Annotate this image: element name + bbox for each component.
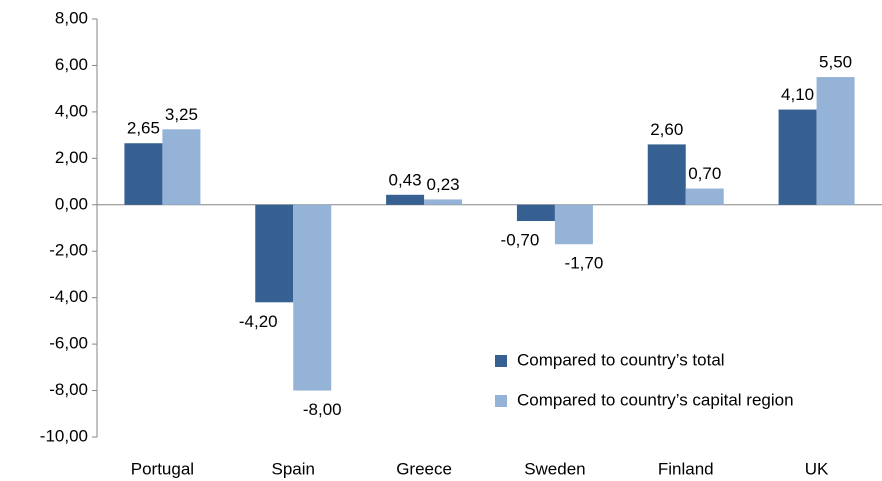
bar [162,129,201,205]
value-label: -0,70 [501,231,540,250]
x-tick-label: Sweden [524,459,585,478]
bar [293,204,332,391]
bar [516,204,555,222]
value-label: 0,23 [427,175,460,194]
bar [554,204,593,245]
y-tick-label: 0,00 [55,194,88,213]
bar [647,144,686,205]
legend-label: Compared to country’s capital region [517,390,794,409]
value-label: 3,25 [165,105,198,124]
bar [685,188,724,205]
y-tick-label: -6,00 [49,334,88,353]
legend-swatch [495,355,507,367]
x-tick-label: UK [805,459,829,478]
bar [386,194,425,205]
x-tick-label: Spain [272,459,315,478]
x-tick-label: Greece [396,459,452,478]
y-tick-label: 4,00 [55,101,88,120]
value-label: -4,20 [239,312,278,331]
y-tick-label: 8,00 [55,8,88,27]
bar [255,204,294,303]
bar [124,143,163,205]
value-label: -1,70 [565,254,604,273]
value-label: 2,60 [650,120,683,139]
y-tick-label: 2,00 [55,148,88,167]
y-tick-label: -10,00 [40,426,88,445]
x-tick-label: Finland [658,459,714,478]
y-tick-label: -2,00 [49,241,88,260]
y-tick-label: -4,00 [49,287,88,306]
bar [778,109,817,205]
value-label: 0,43 [389,170,422,189]
value-label: 5,50 [819,53,852,72]
value-label: 4,10 [781,85,814,104]
bar [816,77,855,205]
y-tick-label: -8,00 [49,380,88,399]
value-label: -8,00 [303,400,342,419]
y-tick-label: 6,00 [55,55,88,74]
legend-label: Compared to country’s total [517,350,725,369]
value-label: 2,65 [127,119,160,138]
bar [424,199,463,205]
value-label: 0,70 [688,164,721,183]
legend-swatch [495,395,507,407]
x-tick-label: Portugal [131,459,194,478]
